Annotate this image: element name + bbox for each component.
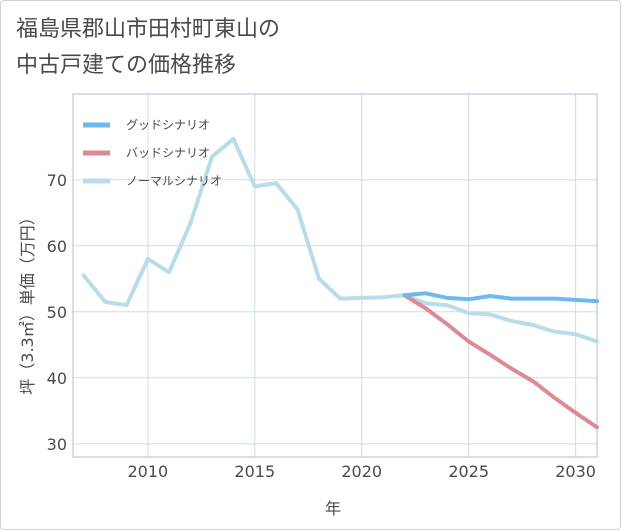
chart-title-line1: 福島県郡山市田村町東山の — [16, 17, 281, 42]
y-axis-label: 坪（3.3㎡）単価（万円） — [18, 209, 37, 394]
axes — [72, 93, 598, 458]
x-axis-label: 年 — [325, 499, 341, 518]
chart-title: 福島県郡山市田村町東山の 中古戸建ての価格推移 — [16, 12, 606, 84]
plot-area-border — [72, 93, 598, 458]
series-line-normal — [81, 136, 599, 344]
grid-lines — [73, 94, 597, 457]
x-tick-label: 2020 — [341, 462, 382, 481]
series-lines — [81, 136, 599, 430]
series-line-bad — [402, 293, 599, 430]
y-tick-label: 70 — [47, 171, 67, 190]
x-tick-label: 2015 — [234, 462, 275, 481]
x-tick-label: 2025 — [448, 462, 489, 481]
y-tick-labels: 30 40 50 60 70 — [47, 171, 67, 454]
legend-label-bad: バッドシナリオ — [126, 146, 210, 160]
x-tick-label: 2030 — [555, 462, 596, 481]
legend-label-good: グッドシナリオ — [126, 118, 210, 132]
y-tick-label: 50 — [47, 303, 67, 322]
y-tick-label: 30 — [47, 435, 67, 454]
series-line-good — [402, 291, 599, 304]
legend-label-normal: ノーマルシナリオ — [126, 174, 222, 188]
y-tick-label: 40 — [47, 369, 67, 388]
y-tick-label: 60 — [47, 237, 67, 256]
x-tick-label: 2010 — [127, 462, 168, 481]
x-tick-labels: 2010 2015 2020 2025 2030 — [127, 462, 595, 481]
chart-title-line2: 中古戸建ての価格推移 — [16, 53, 237, 78]
